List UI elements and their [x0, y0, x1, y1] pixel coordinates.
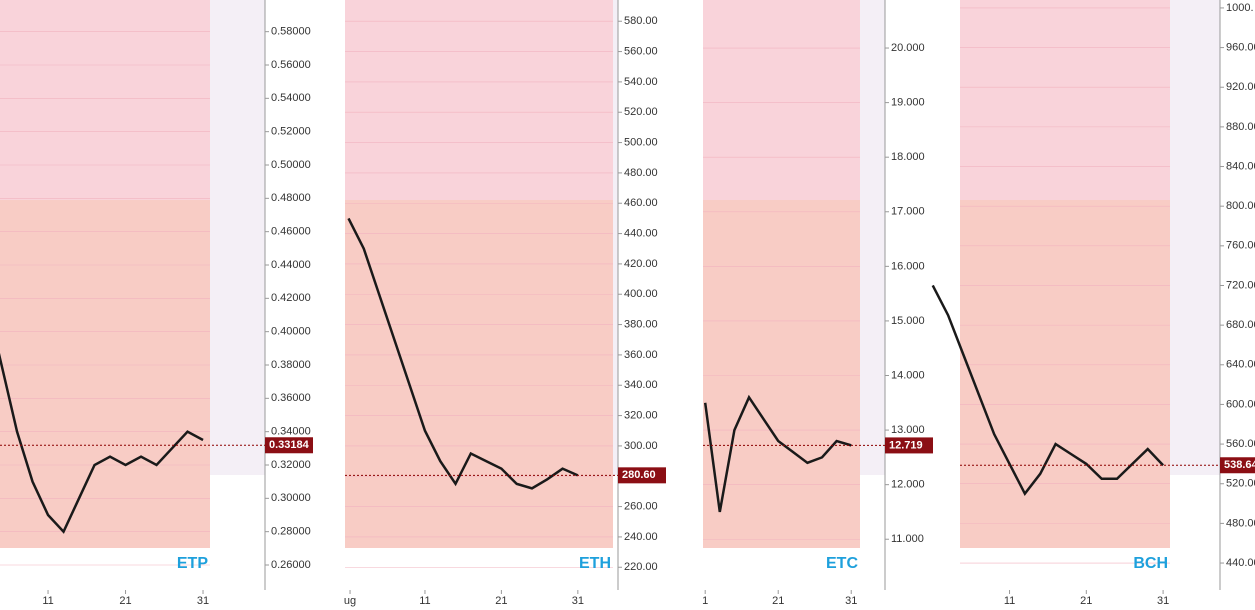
x-tick-label: 21 [495, 595, 507, 607]
x-tick-label: 21 [1080, 595, 1092, 607]
x-tick-label: 21 [119, 595, 131, 607]
y-tick-label: 0.48000 [271, 192, 311, 204]
y-tick-label: 1000. [1226, 2, 1254, 14]
y-tick-label: 16.000 [891, 260, 925, 272]
y-tick-label: 240.00 [624, 531, 658, 543]
chart-title: BCH [1133, 555, 1168, 572]
x-tick-label: 11 [1004, 595, 1015, 607]
y-tick-label: 960.00 [1226, 41, 1255, 53]
last-price-label: 0.33184 [269, 439, 310, 451]
y-tick-label: 400.00 [624, 288, 658, 300]
y-tick-label: 0.38000 [271, 359, 311, 371]
cloud-band [703, 200, 860, 548]
y-tick-label: 800.00 [1226, 200, 1255, 212]
y-tick-label: 0.28000 [271, 526, 311, 538]
y-tick-label: 480.00 [624, 167, 658, 179]
last-price-label: 280.60 [622, 469, 656, 481]
axis-panel [613, 0, 618, 475]
y-tick-label: 0.54000 [271, 92, 311, 104]
y-tick-label: 560.00 [1226, 438, 1255, 450]
x-tick-label: 31 [197, 595, 209, 607]
y-tick-label: 320.00 [624, 409, 658, 421]
y-tick-label: 0.30000 [271, 492, 311, 504]
price-line [347, 217, 579, 490]
price-line [931, 284, 1164, 496]
y-tick-label: 0.52000 [271, 126, 311, 138]
x-tick-label: 31 [572, 595, 584, 607]
last-price-box [618, 467, 666, 484]
chart-title: ETC [826, 555, 858, 572]
y-tick-label: 18.000 [891, 151, 925, 163]
y-tick-label: 0.56000 [271, 59, 311, 71]
y-tick-label: 580.00 [624, 15, 658, 27]
y-tick-label: 880.00 [1226, 121, 1255, 133]
y-tick-label: 19.000 [891, 97, 925, 109]
y-tick-label: 300.00 [624, 440, 658, 452]
y-tick-label: 600.00 [1226, 398, 1255, 410]
last-price-box [1220, 457, 1255, 474]
x-tick-label: 31 [1157, 595, 1169, 607]
axis-panel [1170, 0, 1220, 475]
cloud-band [345, 200, 613, 548]
last-price-label: 538.64 [1224, 459, 1255, 471]
chart-title: ETP [177, 555, 208, 572]
y-tick-label: 20.000 [891, 42, 925, 54]
y-tick-label: 480.00 [1226, 517, 1255, 529]
y-tick-label: 680.00 [1226, 319, 1255, 331]
y-tick-label: 760.00 [1226, 240, 1255, 252]
y-tick-label: 0.58000 [271, 26, 311, 38]
y-tick-label: 15.000 [891, 315, 925, 327]
x-tick-label: 11 [42, 595, 53, 607]
x-tick-label: 1 [702, 595, 708, 607]
y-tick-label: 920.00 [1226, 81, 1255, 93]
y-tick-label: 0.44000 [271, 259, 311, 271]
last-price-label: 12.719 [889, 439, 923, 451]
y-tick-label: 0.50000 [271, 159, 311, 171]
x-tick-label: 11 [419, 595, 430, 607]
y-tick-label: 0.46000 [271, 226, 311, 238]
y-tick-label: 360.00 [624, 349, 658, 361]
price-line [703, 394, 852, 513]
y-tick-label: 420.00 [624, 258, 658, 270]
y-tick-label: 14.000 [891, 369, 925, 381]
axis-panel [210, 0, 265, 475]
y-tick-label: 500.00 [624, 136, 658, 148]
y-tick-label: 440.00 [624, 227, 658, 239]
y-tick-label: 560.00 [624, 45, 658, 57]
y-tick-label: 0.34000 [271, 426, 311, 438]
y-tick-label: 12.000 [891, 479, 925, 491]
chart-title: ETH [579, 555, 611, 572]
y-tick-label: 13.000 [891, 424, 925, 436]
y-tick-label: 520.00 [1226, 478, 1255, 490]
x-tick-label: 31 [845, 595, 857, 607]
x-tick-label: ug [344, 595, 356, 607]
cloud-band [0, 200, 210, 548]
y-tick-label: 0.36000 [271, 392, 311, 404]
y-tick-label: 840.00 [1226, 160, 1255, 172]
y-tick-label: 460.00 [624, 197, 658, 209]
y-tick-label: 440.00 [1226, 557, 1255, 569]
axis-panel [860, 0, 885, 475]
y-tick-label: 0.40000 [271, 326, 311, 338]
y-tick-label: 17.000 [891, 206, 925, 218]
y-tick-label: 640.00 [1226, 359, 1255, 371]
y-tick-label: 0.42000 [271, 292, 311, 304]
cloud-band [960, 200, 1170, 548]
price-line [0, 352, 204, 534]
y-tick-label: 220.00 [624, 561, 658, 573]
last-price-box [885, 437, 933, 454]
y-tick-label: 260.00 [624, 500, 658, 512]
y-tick-label: 520.00 [624, 106, 658, 118]
last-price-box [265, 437, 313, 454]
y-tick-label: 11.000 [891, 533, 924, 545]
y-tick-label: 380.00 [624, 318, 658, 330]
y-tick-label: 340.00 [624, 379, 658, 391]
x-tick-label: 21 [772, 595, 784, 607]
y-tick-label: 720.00 [1226, 279, 1255, 291]
y-tick-label: 0.32000 [271, 459, 311, 471]
y-tick-label: 540.00 [624, 76, 658, 88]
y-tick-label: 0.26000 [271, 559, 311, 571]
